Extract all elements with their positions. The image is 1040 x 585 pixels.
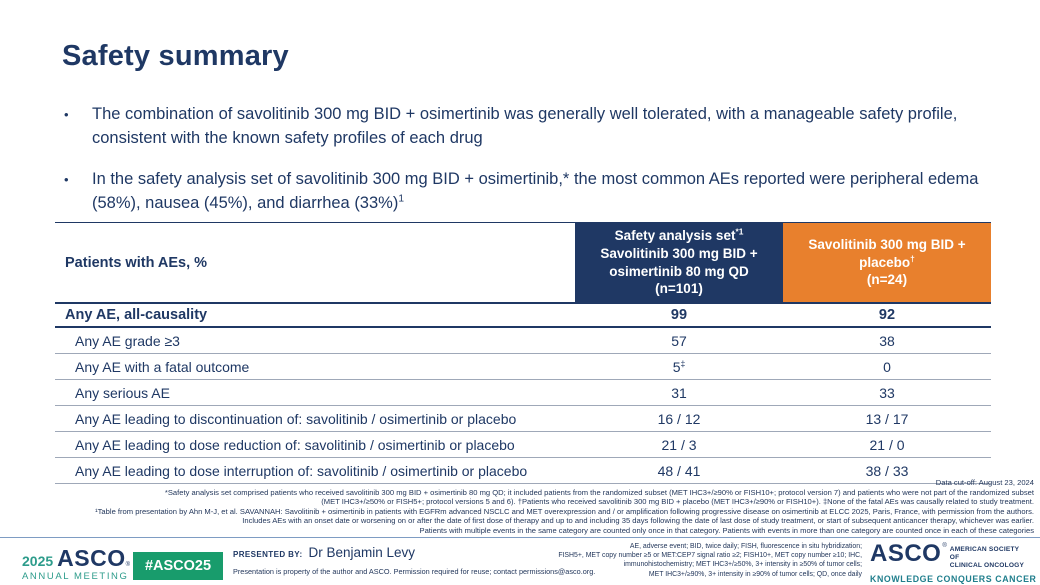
asco-annual-meeting-logo: 2025 ASCO ® ANNUAL MEETING: [22, 545, 131, 582]
header-patients-with-aes: Patients with AEs, %: [55, 223, 575, 302]
slide-footer: 2025 ASCO ® ANNUAL MEETING #ASCO25 PRESE…: [0, 537, 1040, 585]
presented-by-label: PRESENTED BY:: [233, 550, 303, 559]
asco-tagline: KNOWLEDGE CONQUERS CANCER: [870, 573, 1037, 584]
bullet-list: • The combination of savolitinib 300 mg …: [64, 102, 979, 232]
page-title: Safety summary: [62, 40, 289, 72]
bullet-marker: •: [64, 171, 69, 187]
bullet-item: • In the safety analysis set of savoliti…: [64, 167, 979, 216]
header-safety-analysis-set: Safety analysis set*1 Savolitinib 300 mg…: [575, 223, 783, 302]
abbreviations-block: AE, adverse event; BID, twice daily; FIS…: [558, 543, 862, 578]
header-placebo-arm: Savolitinib 300 mg BID + placebo† (n=24): [783, 223, 991, 302]
ae-table: Patients with AEs, % Safety analysis set…: [55, 222, 991, 484]
table-row: Any AE grade ≥3 57 38: [55, 328, 991, 354]
bullet-text: In the safety analysis set of savolitini…: [92, 169, 979, 213]
permission-note: Presentation is property of the author a…: [233, 567, 596, 576]
table-row: Any AE leading to dose reduction of: sav…: [55, 432, 991, 458]
footnotes-block: Data cut-off: August 23, 2024 *Safety an…: [4, 478, 1034, 535]
table-row: Any AE, all-causality 99 92: [55, 302, 991, 328]
bullet-marker: •: [64, 107, 69, 122]
data-cutoff-note: Data cut-off: August 23, 2024: [935, 478, 1034, 487]
bullet-item: • The combination of savolitinib 300 mg …: [64, 102, 979, 151]
table-row: Any AE leading to dose interruption of: …: [55, 458, 991, 484]
footnote-line: Includes AEs with an onset date or worse…: [242, 516, 1034, 526]
hashtag-badge: #ASCO25: [133, 552, 223, 580]
table-row: Any AE with a fatal outcome 5‡ 0: [55, 354, 991, 380]
asco-society-logo: ASCO ® AMERICAN SOCIETY OF CLINICAL ONCO…: [870, 540, 1037, 584]
bullet-text: The combination of savolitinib 300 mg BI…: [92, 105, 958, 148]
table-header-row: Patients with AEs, % Safety analysis set…: [55, 222, 991, 302]
table-row: Any AE leading to discontinuation of: sa…: [55, 406, 991, 432]
footnote-line: Patients with multiple events in the sam…: [419, 525, 1034, 535]
footnote-line: *Safety analysis set comprised patients …: [164, 487, 1034, 497]
presenter-block: PRESENTED BY: Dr Benjamin Levy Presentat…: [233, 545, 595, 576]
footnote-line: ¹Table from presentation by Ahn M-J, et …: [95, 506, 1034, 516]
table-row: Any serious AE 31 33: [55, 380, 991, 406]
presenter-name: Dr Benjamin Levy: [308, 545, 416, 560]
footnote-line: (MET IHC3+/≥50% or FISH5+; protocol vers…: [321, 497, 1034, 507]
